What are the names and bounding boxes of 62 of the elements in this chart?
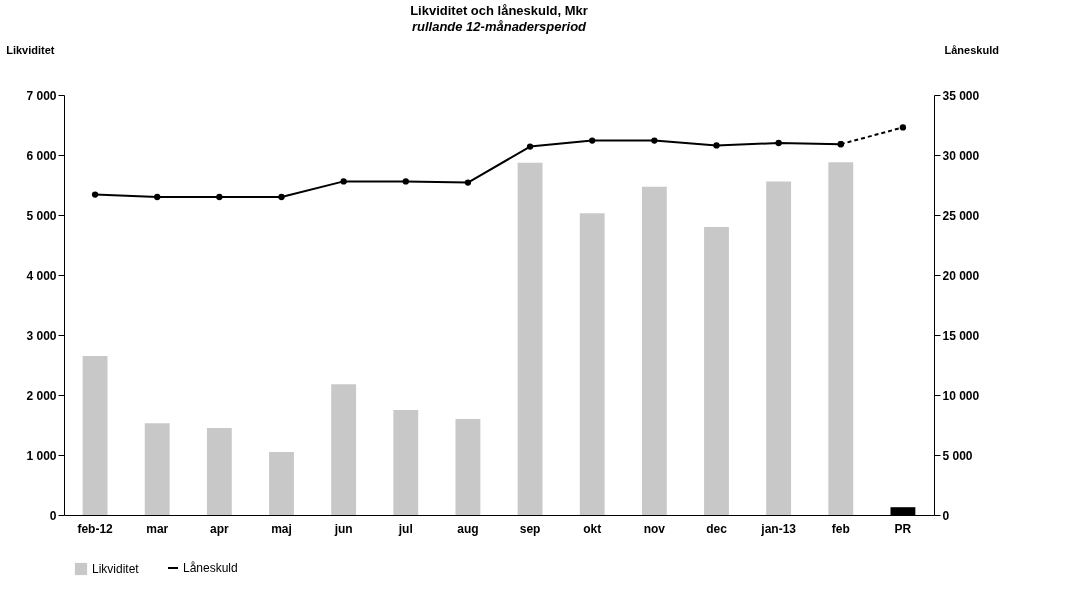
bar <box>641 186 667 515</box>
y2-axis-title: Låneskuld <box>944 43 999 56</box>
x-tick-label: dec <box>706 521 728 536</box>
y-tick-label: 4 000 <box>26 268 57 283</box>
bar <box>144 423 170 515</box>
x-tick-label: maj <box>271 521 292 536</box>
y-tick-label: 0 <box>49 508 57 523</box>
point <box>589 137 596 144</box>
y2-tick-label: 5 000 <box>942 448 973 463</box>
bar <box>828 162 854 515</box>
x-tick-label: nov <box>643 521 666 536</box>
legend-label: Låneskuld <box>183 561 238 575</box>
point <box>216 193 223 201</box>
point <box>526 143 534 150</box>
chart-title: Likviditet och låneskuld, Mkr <box>410 3 588 18</box>
y2-tick-label: 30 000 <box>942 148 980 163</box>
y2-tick-label: 35 000 <box>942 88 980 103</box>
bar <box>766 181 792 515</box>
y2-tick-label: 15 000 <box>942 328 980 343</box>
point <box>651 137 658 144</box>
point <box>154 193 161 201</box>
bar <box>579 213 605 515</box>
x-tick-label: apr <box>210 521 230 536</box>
bar <box>393 410 419 515</box>
x-tick-label: okt <box>583 521 602 536</box>
y-tick-label: 6 000 <box>26 148 57 163</box>
bar <box>206 428 232 515</box>
point <box>464 179 472 186</box>
x-tick-label: aug <box>457 521 479 536</box>
point <box>402 178 409 185</box>
y2-tick-label: 20 000 <box>942 268 980 283</box>
x-tick-label: jan-13 <box>760 521 797 536</box>
y-tick-label: 1 000 <box>26 448 57 463</box>
point <box>775 139 782 147</box>
y-tick-label: 5 000 <box>26 208 57 223</box>
bar <box>82 356 108 515</box>
point <box>91 191 99 198</box>
point <box>340 178 347 185</box>
x-tick-label: sep <box>519 521 541 536</box>
legend-label: Likviditet <box>92 562 140 576</box>
y2-tick-label: 10 000 <box>942 388 980 403</box>
x-tick-label: PR <box>894 521 912 536</box>
x-tick-label: feb <box>831 521 850 536</box>
bar <box>331 384 357 515</box>
bar <box>269 452 294 515</box>
point <box>278 193 285 201</box>
x-tick-label: feb-12 <box>77 521 114 536</box>
bar <box>455 419 481 515</box>
chart-subtitle: rullande 12-månadersperiod <box>411 19 588 34</box>
y-axis-title: Likviditet <box>6 43 55 56</box>
y-tick-label: 3 000 <box>26 328 57 343</box>
bar <box>704 227 729 515</box>
point <box>713 142 720 149</box>
y2-tick-label: 25 000 <box>942 208 980 223</box>
point <box>899 124 907 131</box>
bar <box>517 162 543 515</box>
y2-tick-label: 0 <box>942 508 950 523</box>
x-tick-label: mar <box>146 521 169 536</box>
x-tick-label: jun <box>333 521 353 536</box>
x-tick-label: jul <box>397 521 413 536</box>
y-tick-label: 2 000 <box>26 388 57 403</box>
y-tick-label: 7 000 <box>26 88 57 103</box>
